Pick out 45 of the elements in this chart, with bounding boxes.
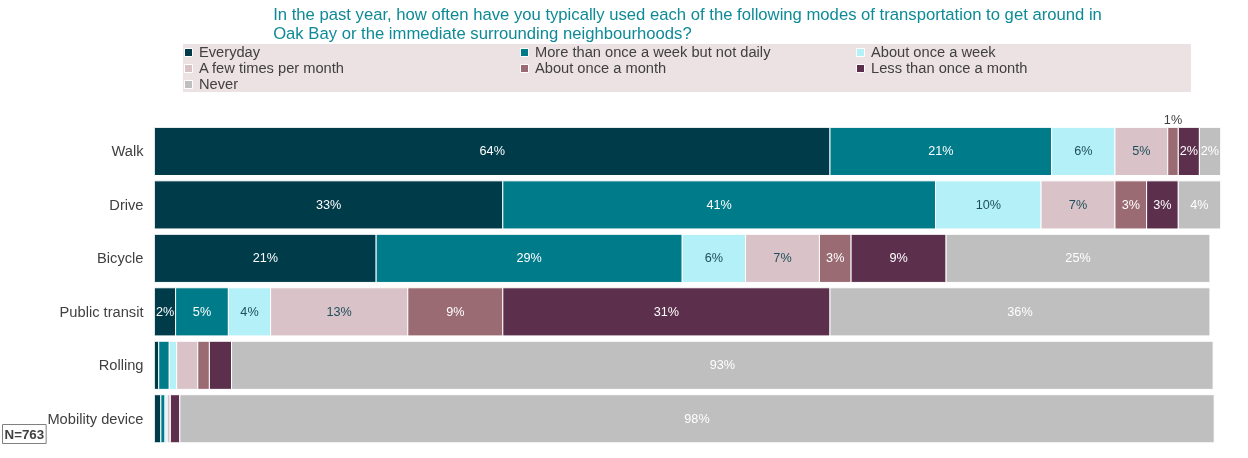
data-label: 64% [479,144,505,159]
data-label: 3% [1121,197,1140,212]
chart-title: In the past year, how often have you typically used each of the following modes of transportation to get around in Oak Bay or the immediate surrounding neighbourhoods? [273,4,1102,43]
data-label: 2% [1200,144,1220,159]
data-label: 25% [1065,251,1091,266]
data-label: 93% [709,358,736,373]
data-label: 41% [706,197,732,212]
data-label: 3% [826,251,845,266]
legend-label: Less than once a month [871,60,1029,76]
data-label: 6% [704,251,724,266]
data-label: 9% [446,304,465,319]
data-label: 33% [315,197,342,212]
data-label: 7% [773,251,792,266]
y-tick-label: Public transit [59,303,144,320]
data-label: 29% [516,251,542,266]
data-label: 1% [1163,113,1183,128]
legend-label: Everyday [199,44,262,60]
data-label: 4% [1190,197,1209,212]
legend-label: About once a month [535,60,668,76]
legend-label: A few times per month [199,60,345,76]
y-tick-label: Walk [111,143,145,160]
data-label: 2% [155,304,175,319]
legend-label: Never [199,76,240,92]
data-label: 3% [1153,197,1172,212]
y-tick-label: Rolling [98,357,144,374]
text: N=763 [4,426,45,442]
data-label: 21% [928,144,954,159]
data-label: 4% [240,304,259,319]
data-label: 7% [1068,197,1088,212]
data-label: 5% [1132,144,1151,159]
legend-label: About once a week [871,44,997,60]
data-label: 2% [1179,144,1198,159]
data-label: 36% [1007,304,1033,319]
data-label: 21% [252,251,278,266]
legend-label: More than once a week but not daily [535,44,772,60]
y-tick-label: Drive [109,196,144,213]
data-label: 10% [975,197,1001,212]
y-tick-label: Mobility device [47,410,144,427]
data-label: 31% [653,304,680,319]
data-label: 13% [326,304,352,319]
data-label: 9% [889,251,908,266]
data-label: 5% [192,304,212,319]
y-tick-label: Bicycle [97,250,144,267]
data-label: 98% [684,411,710,426]
data-label: 6% [1074,144,1093,159]
